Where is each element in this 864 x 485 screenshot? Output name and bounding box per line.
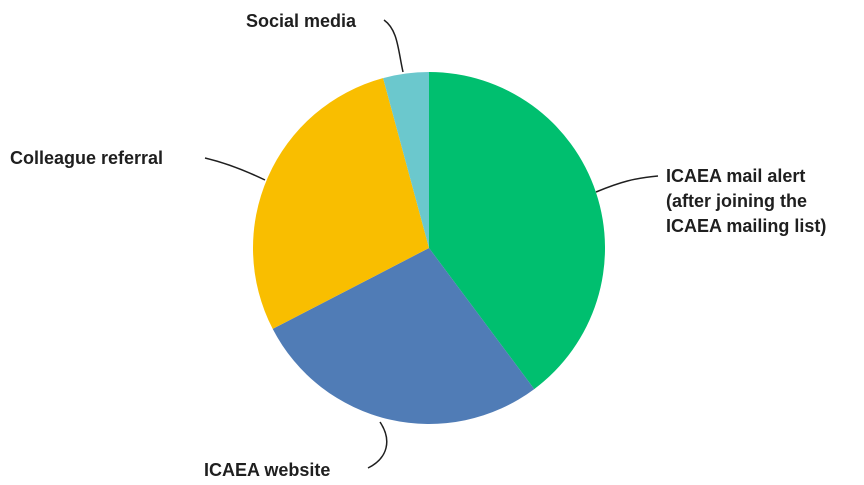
label-referral: Colleague referral [10,148,163,168]
label-mail-alert-line-1: ICAEA mail alert [666,166,805,186]
slice-labels: ICAEA mail alert (after joining the ICAE… [10,11,826,480]
slice-website [272,248,535,425]
label-website: ICAEA website [204,460,330,480]
leader-line-website [367,421,388,469]
label-mail-alert-line-2: (after joining the [666,191,807,211]
leader-line-social-media [383,19,404,73]
slice-mail-alert [429,72,606,390]
leader-line-mail-alert [595,175,659,193]
label-mail-alert-line-3: ICAEA mailing list) [666,216,826,236]
label-social-media: Social media [246,11,357,31]
slice-social-media [383,71,429,248]
leader-line-referral [204,157,266,181]
leader-lines [204,19,659,469]
label-mail-alert: ICAEA mail alert (after joining the ICAE… [666,166,826,236]
pie-slices [252,71,606,425]
slice-referral [252,78,429,329]
